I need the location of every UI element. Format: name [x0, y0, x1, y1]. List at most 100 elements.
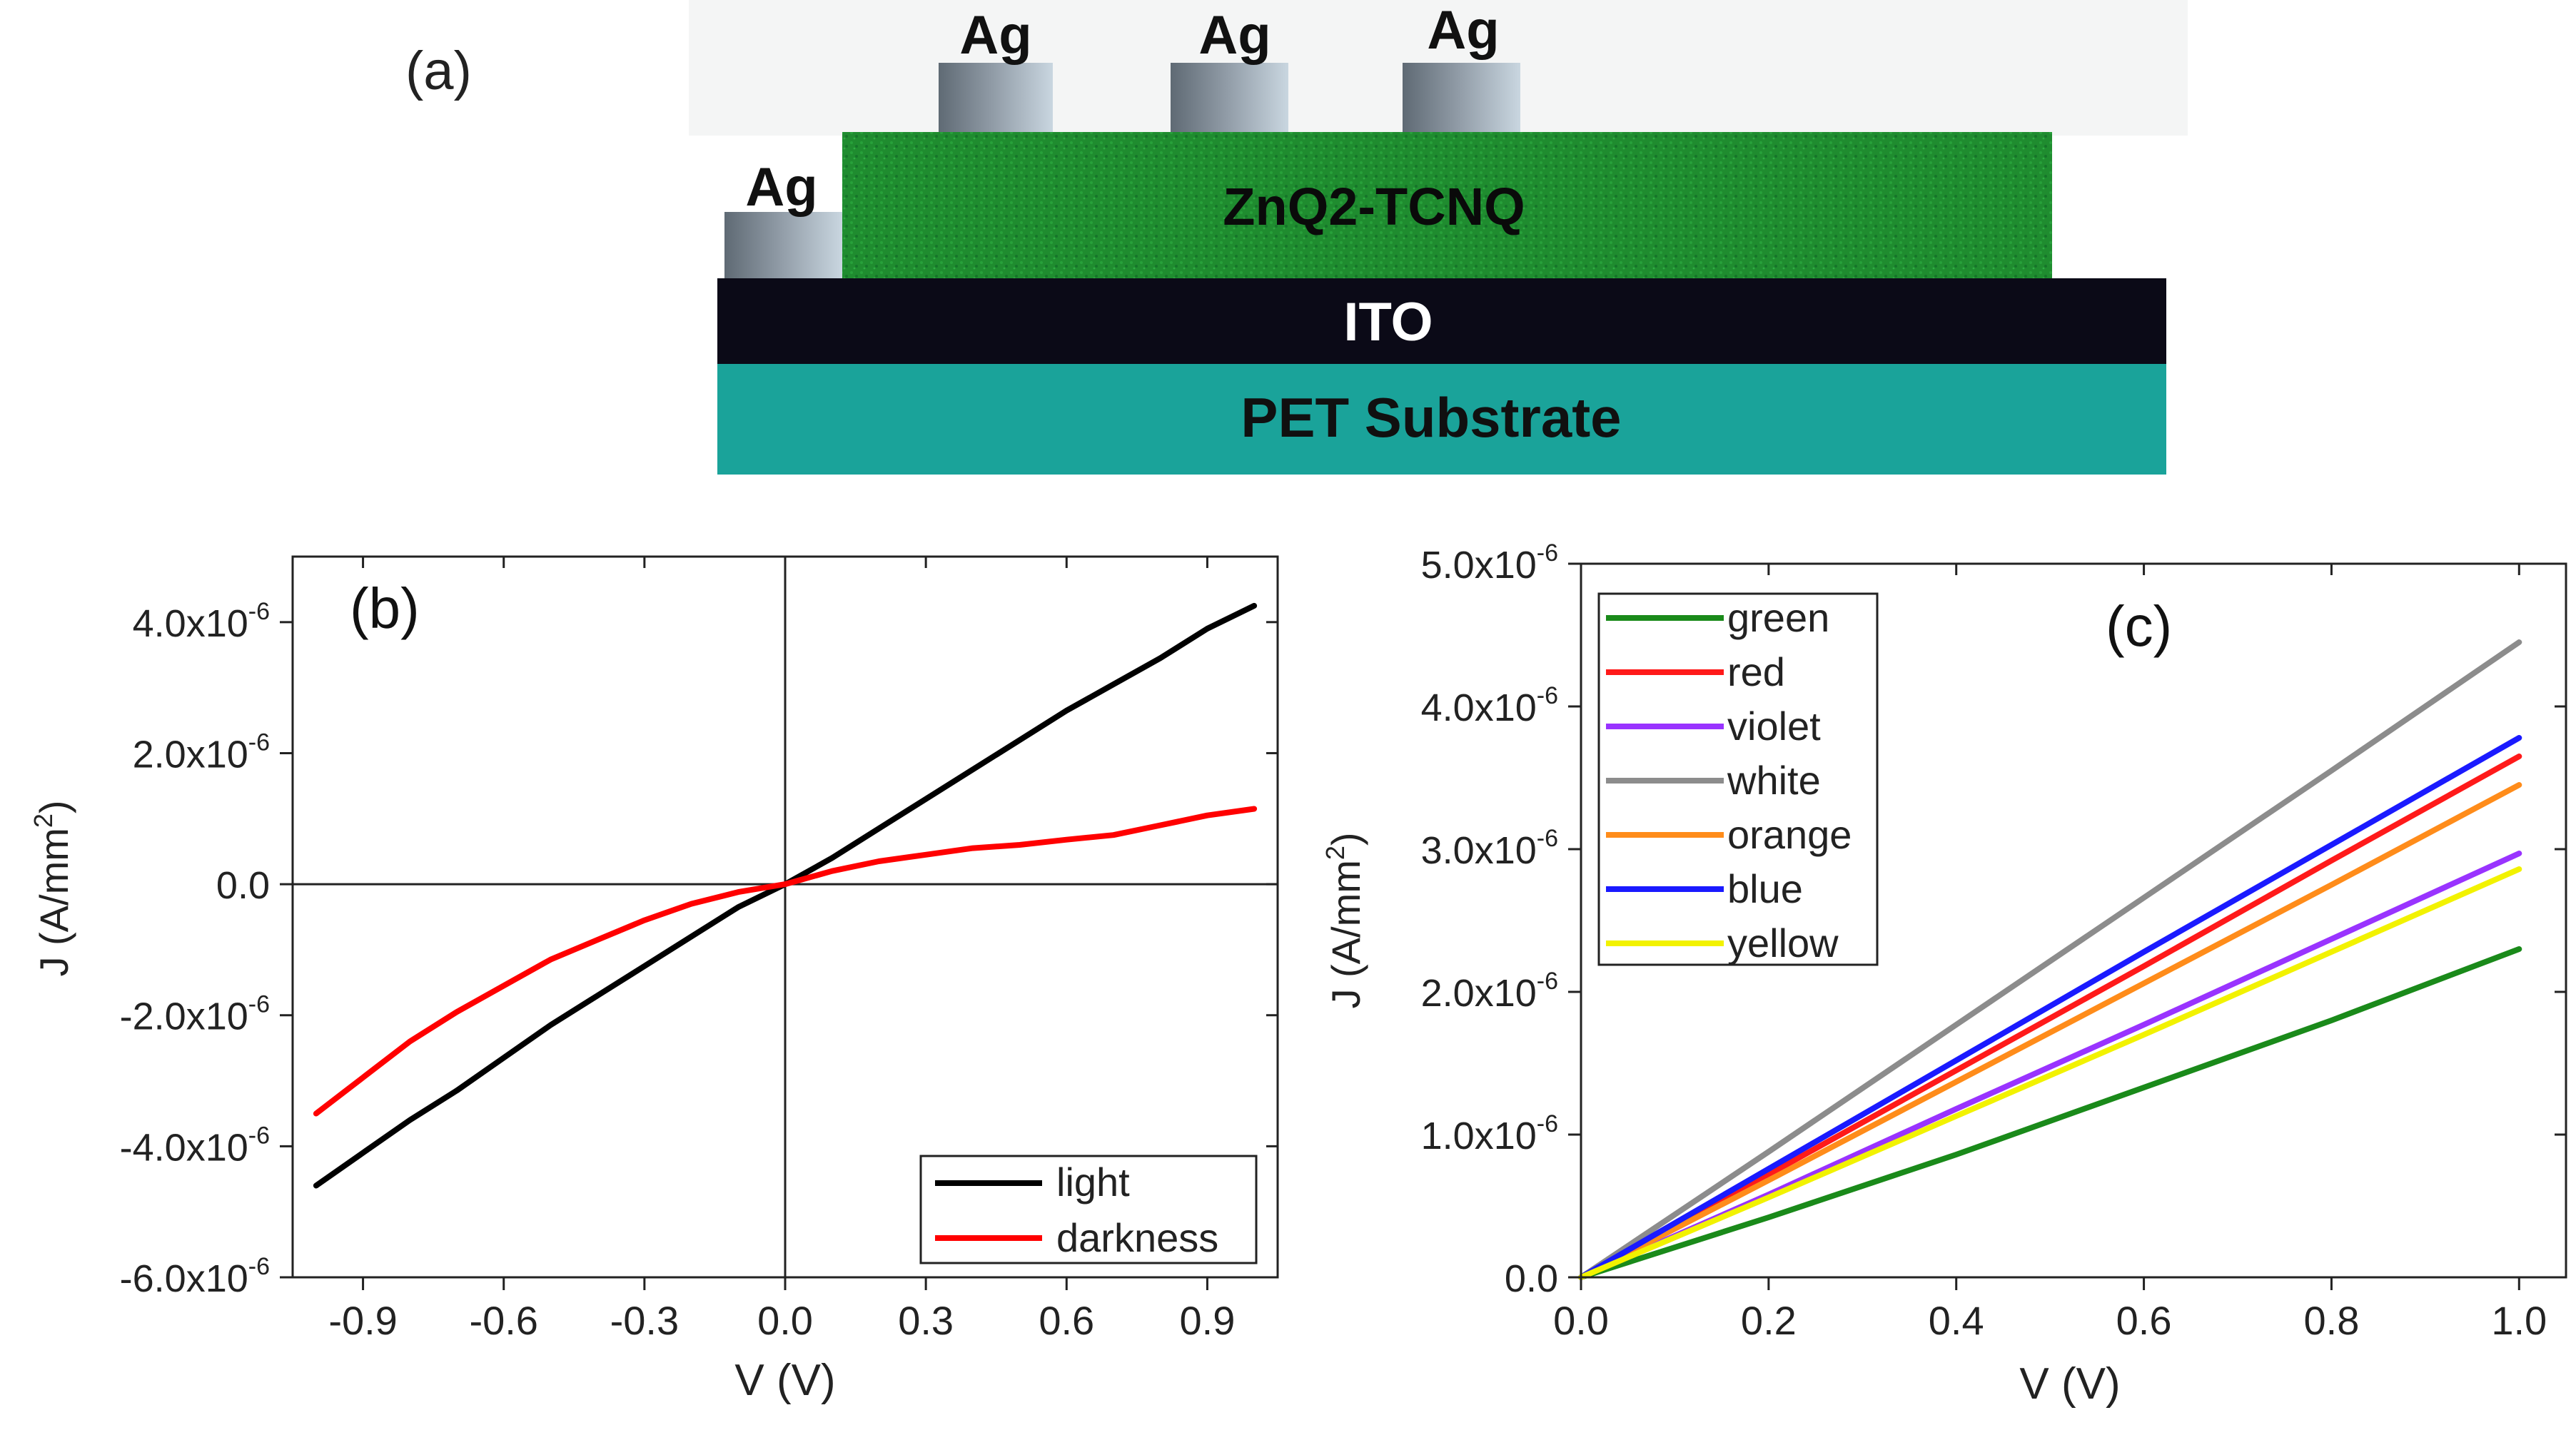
chart-b-ytick-label: -4.0x10-6	[120, 1122, 270, 1169]
chart-c-xtick-label: 0.2	[1741, 1298, 1797, 1343]
chart-b-ticks: -0.9 -0.6 -0.3 0.0 0.3 0.6 0.9-6.0x10-6-4.0x10…	[120, 557, 1278, 1343]
chart-c-ytick-label-exp: -6	[1537, 968, 1558, 995]
chart-b-ytick-label: 4.0x10-6	[133, 598, 270, 645]
chart-c-xtick-label: 0.0	[1553, 1298, 1609, 1343]
chart-b-xtick-label: 0.3	[898, 1298, 954, 1343]
chart-b-ytick-label-exp: -6	[248, 1122, 270, 1149]
chart-c-legend-violet: violet	[1727, 704, 1821, 749]
chart-c-ytick-label: 5.0x10-6	[1421, 539, 1558, 587]
chart-c-xtick-label: 0.8	[2303, 1298, 2359, 1343]
chart-c-xtick-label: 1.0	[2491, 1298, 2547, 1343]
chart-c-plot-frame	[1580, 562, 2567, 1279]
chart-c-series-white	[1578, 639, 2522, 1280]
chart-c-ytick-label-base: 5.0x10	[1421, 544, 1537, 587]
chart-b-ylabel-end: )	[31, 800, 76, 813]
chart-b-xtick-label: 0.9	[1179, 1298, 1235, 1343]
chart-c-ytick-label-base: 2.0x10	[1421, 972, 1537, 1015]
active-layer-label: ZnQ2-TCNQ	[1223, 177, 1525, 236]
chart-c-legend: green red violet white orange blue yello…	[1597, 592, 1879, 966]
chart-c-ytick-label-base: 1.0x10	[1421, 1115, 1537, 1157]
chart-c-legend-green: green	[1727, 595, 1829, 640]
chart-c-legend-red: red	[1727, 649, 1785, 694]
chart-c-series-orange	[1578, 782, 2522, 1280]
chart-b-ytick-label-base: 4.0x10	[133, 602, 248, 645]
chart-c-panel-label: (c)	[2106, 594, 2172, 658]
chart-b-ytick-label-base: 0.0	[216, 864, 270, 907]
chart-b-ytick-label: 0.0	[216, 864, 270, 907]
chart-c-ylabel: J (A/mm2)	[1320, 832, 1368, 1008]
panel-a: (a) PET Substrate ITO ZnQ2-TCNQ Ag Ag Ag…	[405, 0, 2188, 475]
pet-substrate-label: PET Substrate	[1241, 386, 1621, 449]
pet-substrate-layer	[717, 364, 2166, 475]
chart-c-legend-white: white	[1727, 758, 1821, 803]
chart-c-series-yellow	[1578, 866, 2522, 1280]
chart-c-ytick-label-base: 0.0	[1505, 1257, 1558, 1300]
chart-b-legend: light darkness	[919, 1155, 1258, 1264]
chart-b-ytick-label-exp: -6	[248, 729, 270, 756]
chart-b-legend-box	[919, 1155, 1258, 1264]
chart-b-xtick-label: -0.3	[610, 1298, 680, 1343]
ag-bottom-contact	[724, 212, 842, 278]
chart-c-ytick-label: 3.0x10-6	[1421, 825, 1558, 872]
chart-c-ylabel-sup: 2	[1320, 846, 1350, 860]
chart-c-series-red	[1578, 754, 2522, 1280]
chart-b-ytick-label: 2.0x10-6	[133, 729, 270, 776]
chart-b: (b) V (V) J (A/mm2) -0.9 -0.6 -0.3 0.0 0.3 0.…	[29, 555, 1279, 1405]
chart-c-ytick-label-exp: -6	[1537, 682, 1558, 709]
panel-a-label: (a)	[405, 41, 472, 101]
ag-electrode-3-label: Ag	[1427, 0, 1499, 61]
chart-c-ylabel-end: )	[1323, 832, 1368, 846]
chart-b-ytick-label: -2.0x10-6	[120, 991, 270, 1038]
ag-electrode-1-label: Ag	[959, 5, 1031, 66]
chart-b-ytick-label-base: 2.0x10	[133, 733, 248, 776]
ag-bottom-label: Ag	[745, 157, 817, 218]
chart-c-ytick-label-exp: -6	[1537, 825, 1558, 852]
ag-electrode-1	[939, 63, 1053, 132]
ag-electrode-2	[1171, 63, 1288, 132]
chart-b-xtick-label: -0.9	[328, 1298, 398, 1343]
chart-c-series-blue	[1578, 735, 2522, 1280]
chart-b-ytick-label-exp: -6	[248, 991, 270, 1018]
chart-b-xtick-label: 0.0	[757, 1298, 813, 1343]
chart-c: (c) V (V) J (A/mm2) 0.0 0.2 0.4 0.6 0.8 1.0 0.…	[1320, 539, 2567, 1409]
chart-c-legend-orange: orange	[1727, 812, 1852, 857]
chart-c-ytick-label-exp: -6	[1537, 539, 1558, 567]
chart-b-legend-light: light	[1056, 1160, 1130, 1205]
chart-b-series-darkness	[313, 806, 1258, 1117]
active-layer	[842, 132, 2052, 278]
chart-c-ytick-label: 2.0x10-6	[1421, 968, 1558, 1015]
chart-b-ylabel-sup: 2	[29, 813, 58, 828]
chart-b-xtick-label: -0.6	[469, 1298, 538, 1343]
ito-layer	[717, 278, 2166, 364]
chart-b-legend-darkness: darkness	[1056, 1215, 1218, 1260]
ag-electrode-3	[1403, 63, 1520, 132]
chart-c-ytick-label: 0.0	[1505, 1257, 1558, 1300]
chart-b-ytick-label-base: -4.0x10	[120, 1126, 248, 1169]
chart-c-ylabel-base: J (A/mm	[1323, 860, 1368, 1008]
chart-b-xtick-label: 0.6	[1039, 1298, 1094, 1343]
chart-b-ytick-label: -6.0x10-6	[120, 1253, 270, 1300]
chart-b-ytick-label-exp: -6	[248, 598, 270, 625]
chart-b-plot-frame	[291, 555, 1279, 1279]
chart-b-ytick-label-base: -2.0x10	[120, 995, 248, 1038]
chart-b-ytick-label-exp: -6	[248, 1253, 270, 1280]
chart-b-ylabel: J (A/mm2)	[29, 800, 76, 976]
chart-c-series-green	[1578, 946, 2522, 1280]
chart-c-legend-blue: blue	[1727, 866, 1803, 911]
chart-c-xtick-label: 0.6	[2116, 1298, 2172, 1343]
chart-c-xtick-label: 0.4	[1929, 1298, 1984, 1343]
chart-c-ytick-label-base: 4.0x10	[1421, 686, 1537, 729]
chart-c-ytick-label: 1.0x10-6	[1421, 1110, 1558, 1157]
chart-b-xlabel: V (V)	[734, 1356, 835, 1405]
chart-c-series	[1578, 639, 2522, 1280]
chart-c-ytick-label: 4.0x10-6	[1421, 682, 1558, 729]
chart-c-xlabel: V (V)	[2019, 1359, 2120, 1409]
chart-c-ytick-label-exp: -6	[1537, 1110, 1558, 1137]
ag-electrode-2-label: Ag	[1198, 5, 1271, 66]
chart-b-ylabel-base: J (A/mm	[31, 828, 76, 976]
chart-b-panel-label: (b)	[350, 577, 420, 640]
chart-c-legend-yellow: yellow	[1727, 921, 1839, 965]
chart-b-ytick-label-base: -6.0x10	[120, 1257, 248, 1300]
ito-label: ITO	[1343, 292, 1433, 353]
